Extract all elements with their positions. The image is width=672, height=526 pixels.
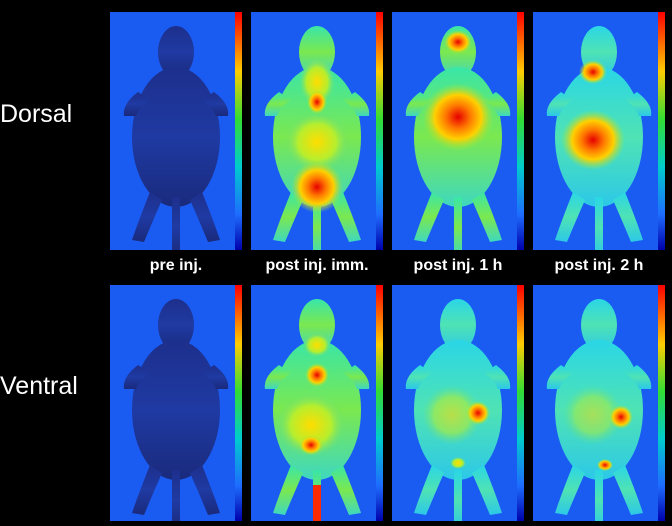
image-dorsal-post-injection-1h xyxy=(392,12,524,250)
column-label-post-injection-2h: post inj. 2 h xyxy=(554,257,644,274)
row-label-ventral: Ventral xyxy=(0,372,78,400)
image-dorsal-pre-injection xyxy=(110,12,242,250)
image-ventral-post-injection-1h xyxy=(392,285,524,521)
image-ventral-post-injection-immediate xyxy=(251,285,383,521)
image-dorsal-post-injection-immediate xyxy=(251,12,383,250)
image-ventral-post-injection-2h xyxy=(533,285,665,521)
column-label-post-injection-immediate: post inj. imm. xyxy=(265,257,369,274)
column-label-post-injection-1h: post inj. 1 h xyxy=(413,257,503,274)
column-label-pre-injection: pre inj. xyxy=(149,257,203,274)
image-dorsal-post-injection-2h xyxy=(533,12,665,250)
row-label-dorsal: Dorsal xyxy=(0,100,73,128)
image-ventral-pre-injection xyxy=(110,285,242,521)
